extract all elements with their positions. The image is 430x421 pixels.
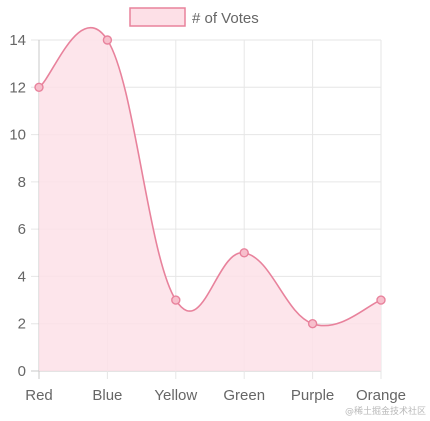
data-point	[307, 319, 318, 329]
legend[interactable]: # of Votes	[129, 7, 259, 27]
x-tick-label: Green	[223, 387, 265, 404]
x-tick-label: Yellow	[154, 387, 197, 404]
y-tick-label: 12	[9, 79, 26, 96]
y-axis-ticks: 0 2 4 6 8 10 12 14	[9, 32, 26, 380]
y-tick-label: 4	[18, 268, 26, 285]
data-point	[239, 248, 249, 258]
y-tick-label: 6	[18, 221, 26, 238]
y-tick-label: 14	[9, 32, 26, 49]
x-axis-ticks: Red Blue Yellow Green Purple Orange	[25, 387, 406, 404]
y-tick-label: 8	[18, 174, 26, 191]
legend-label[interactable]: # of Votes	[192, 10, 259, 27]
x-tick-label: Blue	[92, 387, 122, 404]
data-point	[376, 295, 386, 305]
x-tick-label: Orange	[356, 387, 406, 404]
data-point	[102, 35, 113, 45]
watermark-text: @稀土掘金技术社区	[345, 405, 426, 417]
data-point	[171, 295, 181, 305]
y-tick-label: 2	[18, 316, 26, 333]
x-tick-label: Red	[25, 387, 53, 404]
legend-swatch[interactable]	[129, 7, 186, 27]
data-point	[34, 82, 44, 92]
y-tick-label: 10	[9, 127, 26, 144]
x-tick-label: Purple	[291, 387, 334, 404]
data-points	[34, 35, 386, 329]
series-area-fill	[39, 27, 381, 371]
y-tick-label: 0	[18, 363, 26, 380]
